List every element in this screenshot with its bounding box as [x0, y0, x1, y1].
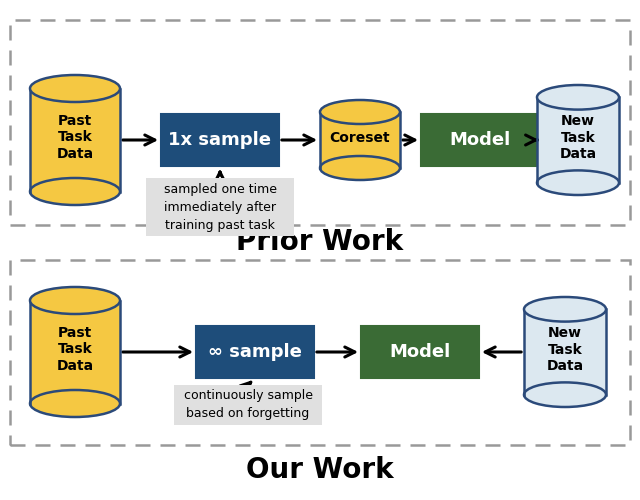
Text: New
Task
Data: New Task Data: [559, 114, 596, 160]
Text: Past
Task
Data: Past Task Data: [56, 114, 93, 160]
FancyBboxPatch shape: [161, 114, 279, 166]
Polygon shape: [537, 98, 619, 182]
Ellipse shape: [30, 390, 120, 417]
Ellipse shape: [30, 75, 120, 102]
Ellipse shape: [30, 178, 120, 205]
Polygon shape: [30, 300, 120, 404]
Ellipse shape: [30, 287, 120, 314]
Text: Model: Model: [389, 343, 451, 361]
Ellipse shape: [537, 85, 619, 110]
FancyBboxPatch shape: [361, 326, 479, 378]
Text: continuously sample
based on forgetting: continuously sample based on forgetting: [184, 390, 312, 420]
Text: Coreset: Coreset: [330, 130, 390, 144]
FancyBboxPatch shape: [196, 326, 314, 378]
Text: Model: Model: [449, 131, 511, 149]
Ellipse shape: [524, 297, 606, 322]
Ellipse shape: [537, 170, 619, 195]
Text: 1x sample: 1x sample: [168, 131, 271, 149]
Text: ∞ sample: ∞ sample: [208, 343, 302, 361]
Ellipse shape: [524, 382, 606, 407]
Text: New
Task
Data: New Task Data: [547, 326, 584, 372]
Polygon shape: [30, 88, 120, 192]
FancyBboxPatch shape: [146, 178, 294, 236]
Ellipse shape: [320, 156, 400, 180]
Polygon shape: [320, 112, 400, 168]
FancyBboxPatch shape: [421, 114, 539, 166]
FancyBboxPatch shape: [174, 385, 322, 425]
Text: sampled one time
immediately after
training past task: sampled one time immediately after train…: [163, 182, 276, 232]
Text: Our Work: Our Work: [246, 456, 394, 484]
Ellipse shape: [320, 100, 400, 124]
Text: Prior Work: Prior Work: [236, 228, 404, 256]
Text: Past
Task
Data: Past Task Data: [56, 326, 93, 372]
Polygon shape: [524, 310, 606, 394]
